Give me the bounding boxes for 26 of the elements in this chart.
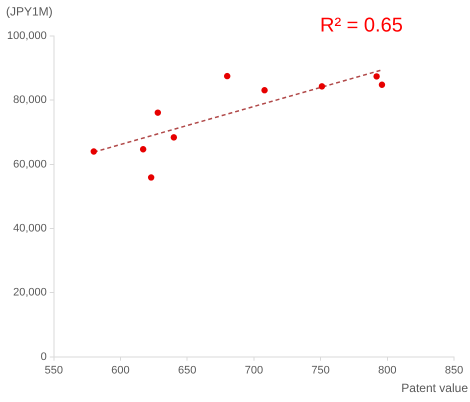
x-axis-title: Patent value	[401, 381, 468, 396]
point	[148, 174, 154, 181]
x-tick-label: 800	[378, 364, 396, 376]
point	[170, 134, 178, 141]
y-axis-title: (JPY1M)	[6, 4, 53, 18]
y-tick-label: 40,000	[13, 222, 47, 235]
point	[224, 72, 230, 80]
point	[90, 148, 97, 155]
y-tick-label: 60,000	[13, 158, 47, 170]
x-tick-label: 550	[44, 364, 63, 376]
point	[140, 146, 146, 152]
x-tick-label: 700	[244, 364, 264, 376]
point	[373, 73, 380, 80]
x-tick-label: 650	[178, 364, 196, 376]
x-tick-label: 750	[311, 364, 330, 376]
point	[261, 87, 268, 94]
point	[154, 109, 162, 116]
point	[378, 82, 386, 88]
y-tick-label: 80,000	[13, 94, 47, 106]
y-tick-label: 20,000	[13, 286, 47, 299]
point	[318, 83, 326, 90]
y-tick-label: 100,000	[6, 30, 47, 42]
y-tick-label: 0	[40, 350, 47, 363]
x-tick-label: 600	[111, 364, 130, 376]
annotation: R² = 0.65	[320, 14, 403, 37]
x-tick-label: 850	[444, 364, 464, 376]
